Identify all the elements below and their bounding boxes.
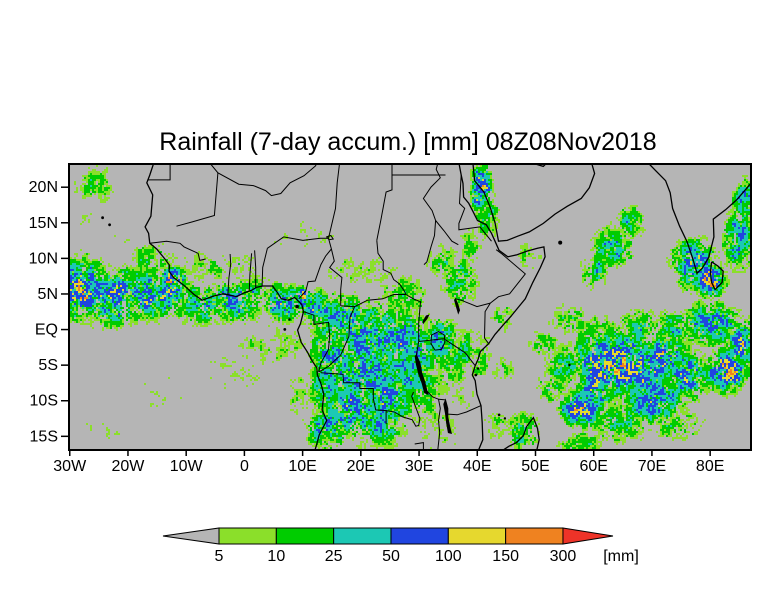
coastline [503,416,540,449]
coastline [144,165,328,449]
colorbar-tick-label: 100 [435,548,462,565]
country-border [447,405,482,416]
country-border [248,253,253,291]
coastline [709,261,724,291]
colorbar-bin [447,527,507,545]
country-border [149,240,206,262]
island [295,304,299,309]
island [568,363,571,367]
country-border [438,398,446,401]
lon-tick-label: 10E [288,458,316,475]
country-border [425,389,441,449]
island [558,240,563,245]
colorbar-tick-label: 300 [550,548,577,565]
country-border [267,236,329,249]
country-border [405,294,422,356]
country-border [298,238,332,300]
lat-tick-label: EQ [35,322,58,339]
country-border [318,306,356,373]
colorbar-bin [333,527,392,545]
lon-tick-label: 40E [463,458,491,475]
country-border [254,250,257,288]
country-border [422,165,441,265]
lat-tick-label: 10S [30,393,58,410]
country-border [261,248,268,287]
colorbar-arrow-right [562,527,614,545]
country-border [443,338,476,367]
coastline [649,165,750,275]
country-border [455,298,491,308]
country-border [176,172,219,227]
lon-tick-label: 60E [579,458,607,475]
map-overlay-coastlines [101,165,750,449]
colorbar-bin [505,527,564,545]
country-border [303,311,331,373]
lon-tick-label: 20E [347,458,375,475]
lat-tick-label: 10N [29,250,58,267]
rainfall-raster [70,165,750,449]
lake [443,398,452,434]
lat-tick-label: 20N [29,179,58,196]
lon-tick-label: 30W [53,458,87,475]
country-border [489,249,526,304]
country-border [320,372,387,425]
lat-tick-label: 5S [38,357,58,374]
lon-tick-label: 50E [521,458,549,475]
island [503,417,507,420]
lon-tick-label: 20W [112,458,146,475]
lat-tick-label: 15S [30,428,58,445]
colorbar-tick-label: 5 [215,548,224,565]
country-border [458,174,492,242]
country-border [210,165,317,197]
lon-tick-label: 80E [696,458,724,475]
map-plot-area [68,163,752,451]
lon-tick-label: 30E [405,458,433,475]
country-border [328,165,340,239]
country-border [483,302,491,344]
lake [454,297,461,315]
island [474,373,478,377]
lake [422,314,430,325]
island [497,413,501,417]
country-border [391,165,446,176]
country-border [340,294,406,308]
island [101,216,104,220]
lat-tick-label: 5N [38,286,58,303]
lon-tick-label: 70E [638,458,666,475]
chart-title: Rainfall (7-day accum.) [mm] 08Z08Nov201… [159,128,657,156]
colorbar-bin [218,527,277,545]
coastline [472,165,596,242]
colorbar-tick-label: 25 [325,548,343,565]
colorbar-bin [390,527,449,545]
lake [430,331,446,351]
colorbar-arrow-left [162,527,220,545]
lat-tick-label: 15N [29,215,58,232]
island [283,328,287,331]
country-border [386,391,421,427]
colorbar-unit-label: [mm] [603,548,639,565]
coastline [536,165,546,168]
coastline [458,165,546,449]
island [476,367,480,370]
island [108,223,111,227]
island [288,318,291,321]
lon-tick-label: 0 [240,458,249,475]
lon-tick-label: 10W [170,458,204,475]
country-border [147,165,171,181]
colorbar-bin [275,527,335,545]
country-border [414,442,424,449]
country-border [435,220,459,246]
colorbar-tick-label: 50 [382,548,400,565]
lake [325,234,335,241]
country-border [227,253,232,296]
country-border [376,175,393,241]
colorbar-tick-label: 10 [267,548,285,565]
colorbar-tick-label: 150 [492,548,519,565]
country-border [329,248,343,306]
country-border [376,240,407,295]
lake [414,354,429,396]
